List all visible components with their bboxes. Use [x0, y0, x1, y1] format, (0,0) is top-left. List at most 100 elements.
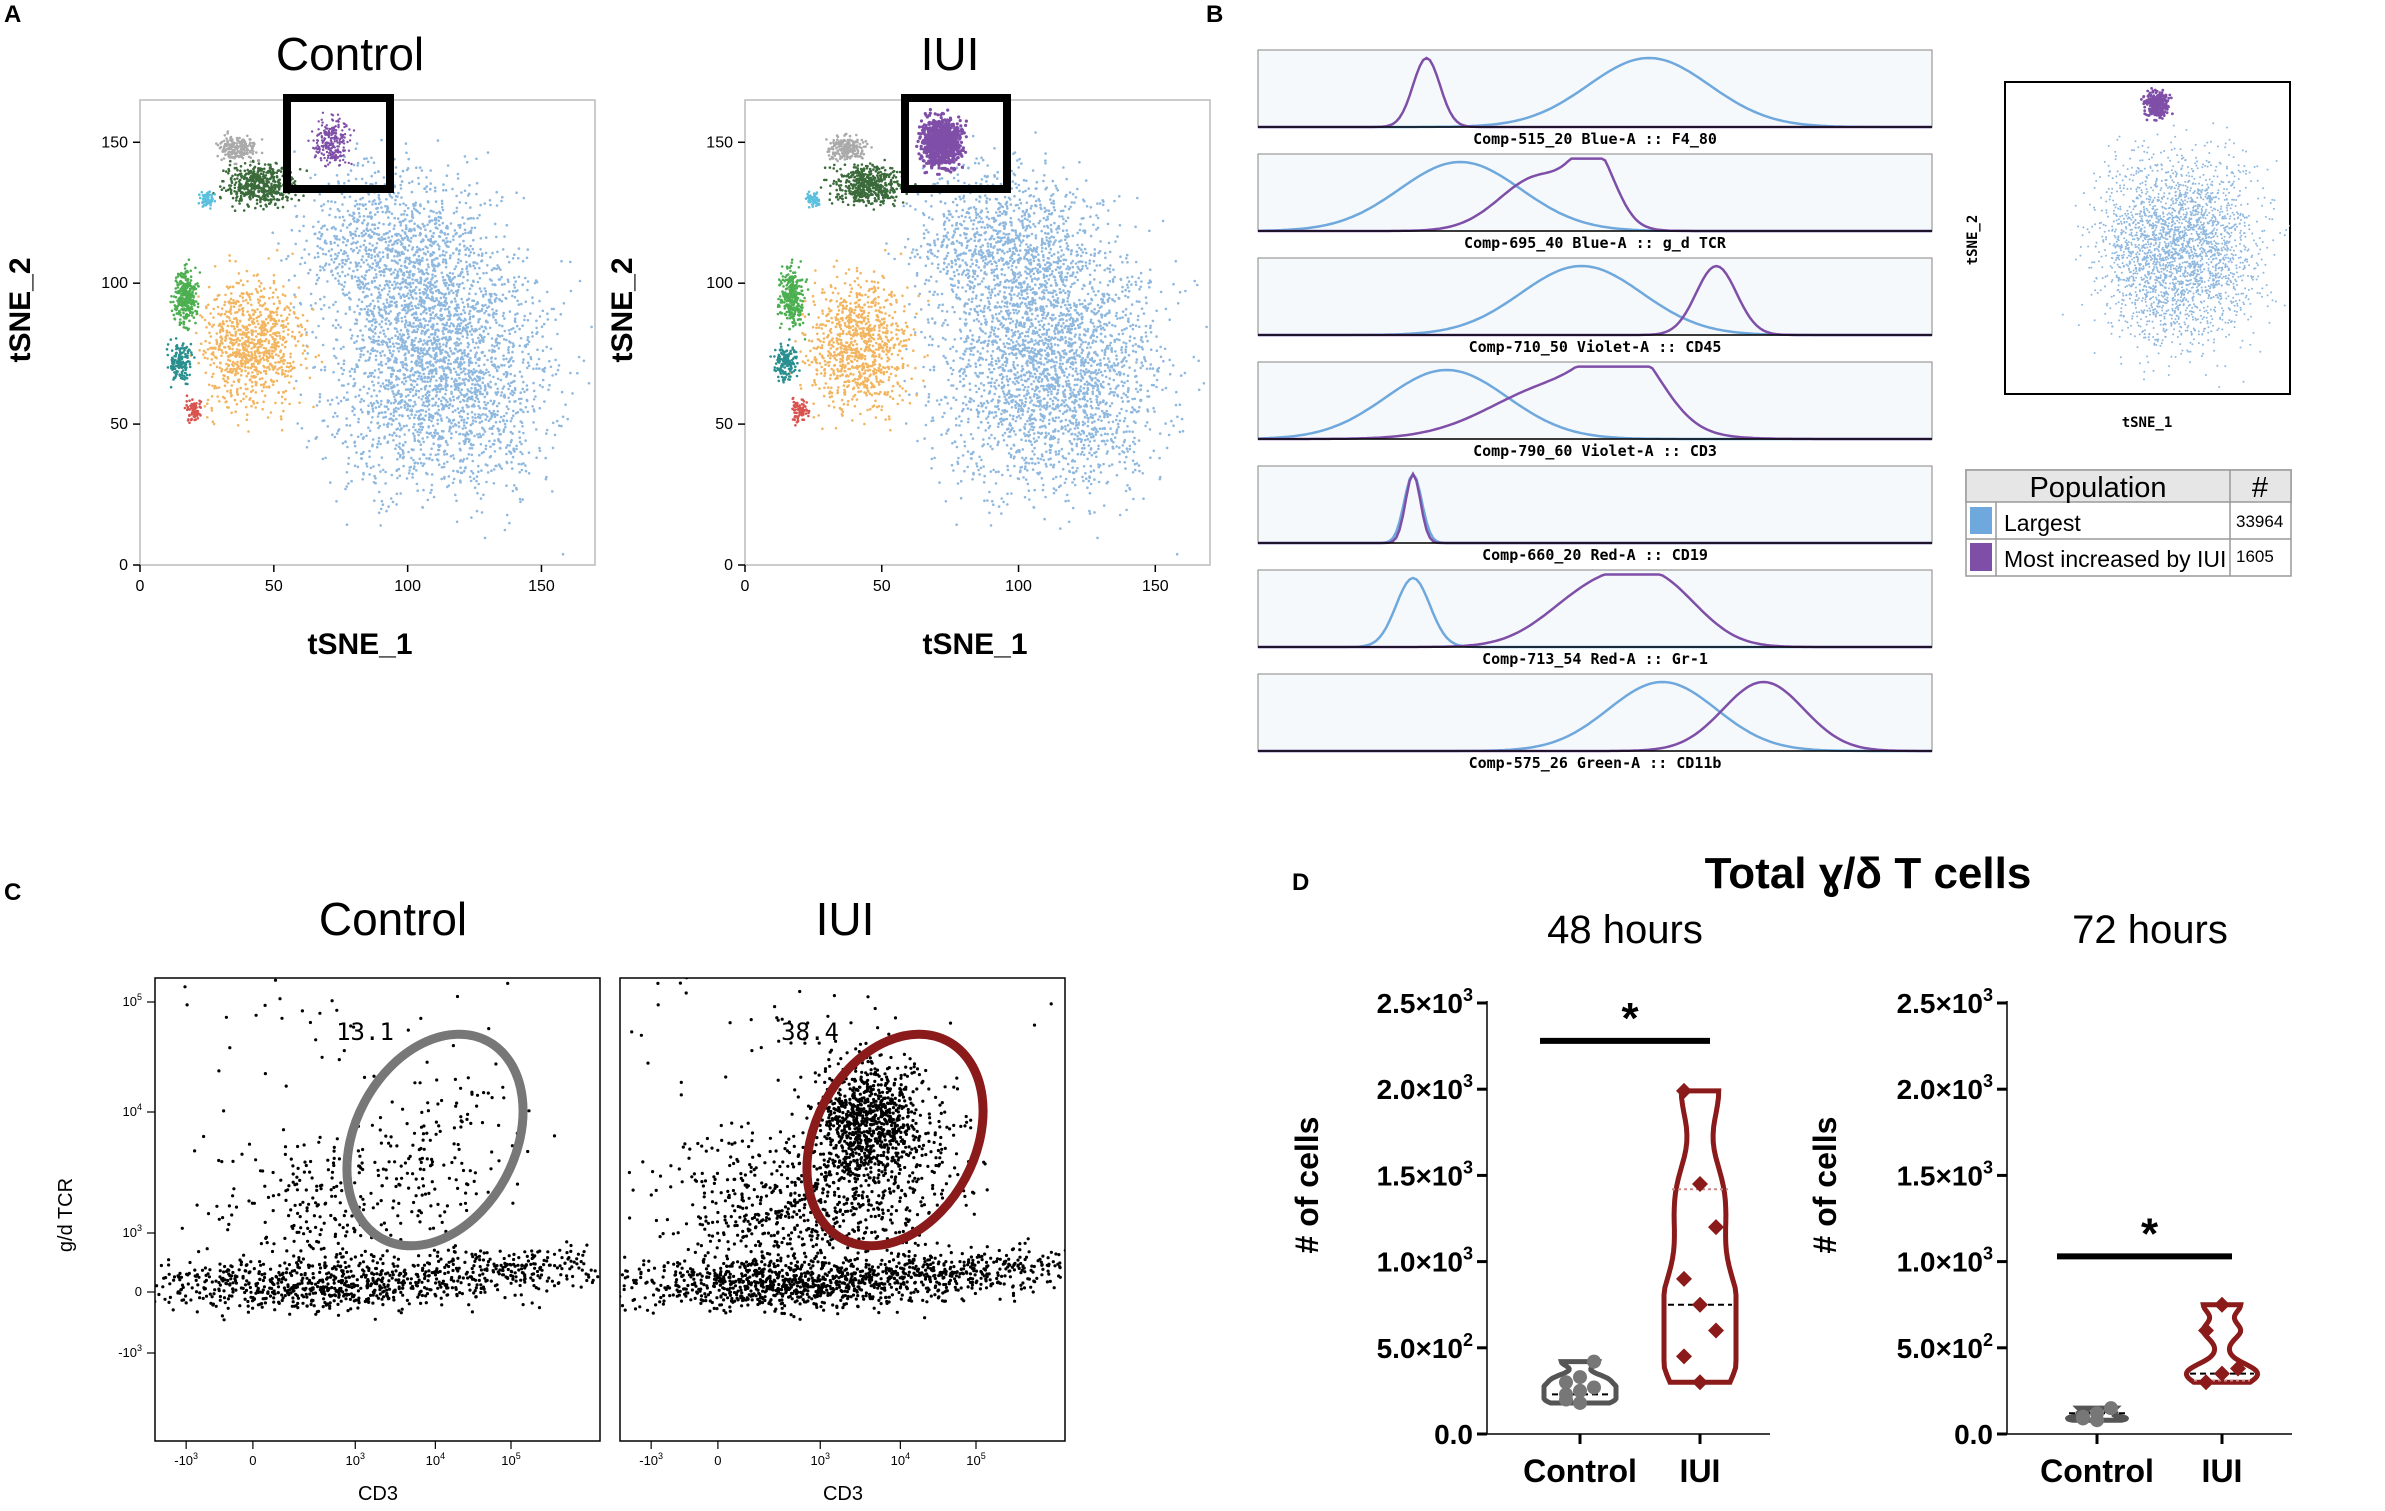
- panel-label-c: C: [4, 879, 21, 906]
- histogram-frame: [1257, 465, 1933, 544]
- iui-point: [2214, 1365, 2230, 1382]
- a2-ytick-label: 50: [715, 416, 733, 433]
- c2-xtick-label: 103: [811, 1451, 830, 1468]
- mini-largest-points: [2061, 122, 2290, 388]
- cluster-red-points: [791, 396, 811, 427]
- mini-tsne-points: [2061, 87, 2290, 388]
- d2-ytick-label: 2.5×103: [1897, 985, 1993, 1019]
- row-largest-count: 33964: [2236, 512, 2283, 531]
- panel-d: Total ɣ/δ T cells 48 hours 72 hours 2.5×…: [1289, 849, 2292, 1489]
- flow-dots: [155, 978, 600, 1322]
- c-title-iui: IUI: [816, 893, 875, 945]
- histogram-label: Comp-790_60 Violet-A :: CD3: [1473, 442, 1717, 460]
- d2-category-label: Control: [2040, 1453, 2154, 1489]
- d1-ytick-label: 2.5×103: [1377, 985, 1473, 1019]
- cluster-largest-points: [903, 180, 1208, 556]
- cluster-largest-points: [295, 174, 593, 556]
- cluster-teal-points: [165, 337, 196, 389]
- row-increased-count: 1605: [2236, 547, 2274, 566]
- c-ytick-label: 105: [123, 992, 142, 1009]
- iui-point: [1676, 1270, 1692, 1287]
- c1-frame: [154, 977, 601, 1442]
- c1-gate: [342, 1029, 528, 1251]
- a1-xlabel: tSNE_1: [307, 628, 412, 661]
- histogram-6: Comp-713_54 Red-A :: Gr-1: [1257, 569, 1933, 668]
- a1-points: [165, 111, 593, 556]
- control-point: [1573, 1383, 1587, 1398]
- mini-ylabel: tSNE_2: [1965, 215, 1981, 266]
- c2-xtick-label: 0: [714, 1453, 721, 1468]
- c-ylabel: g/d TCR: [55, 1178, 77, 1252]
- d2-category-label: IUI: [2202, 1453, 2243, 1489]
- d2-ytick-label: 5.0×102: [1897, 1330, 1993, 1364]
- iui-point: [1676, 1348, 1692, 1365]
- cluster-cyan-points: [804, 190, 821, 209]
- c-ytick-label: 104: [123, 1102, 142, 1119]
- a1-xtick-label: 100: [394, 578, 421, 595]
- a1-highlight-box: [283, 94, 394, 193]
- tsne-plot-control: 0 50 100 150 0 50 100 150 tSNE_2 tSNE_1: [4, 94, 596, 661]
- d1-ylabel: # of cells: [1289, 1117, 1325, 1254]
- histogram-frame: [1257, 49, 1933, 128]
- a2-points: [769, 108, 1208, 556]
- mini-xlabel: tSNE_1: [2122, 415, 2173, 431]
- table-header-count: #: [2252, 472, 2268, 504]
- c1-xtick-label: 0: [249, 1453, 256, 1468]
- a2-frame: [744, 99, 1211, 566]
- significance-star: *: [2141, 1209, 2159, 1258]
- a2-highlight-box: [901, 94, 1011, 193]
- cluster-gray-points: [215, 130, 264, 166]
- histogram-label: Comp-713_54 Red-A :: Gr-1: [1482, 650, 1708, 668]
- cluster-darkgreen-points: [819, 155, 919, 211]
- mini-tsne: tSNE_2 tSNE_1: [1965, 81, 2291, 431]
- iui-point: [2230, 1360, 2246, 1377]
- histogram-frame: [1257, 673, 1933, 752]
- d1-category-label: Control: [1523, 1453, 1637, 1489]
- a1-xtick-label: 150: [528, 578, 555, 595]
- c2-xtick-label: 104: [891, 1451, 910, 1468]
- cluster-largest-upper-points: [271, 138, 520, 347]
- a2-xtick-label: 100: [1005, 578, 1032, 595]
- d2-ytick-label: 1.5×103: [1897, 1157, 1993, 1191]
- a2-ytick-label: 150: [706, 134, 733, 151]
- histogram-frame: [1257, 257, 1933, 336]
- d2-ytick-label: 0.0: [1954, 1419, 1993, 1450]
- iui-point: [1708, 1322, 1724, 1339]
- panel-label-d: D: [1292, 869, 1309, 896]
- a-title-control: Control: [276, 28, 424, 80]
- control-point: [2104, 1401, 2118, 1416]
- d-title-72h: 72 hours: [2072, 908, 2228, 952]
- d1-ytick-label: 1.0×103: [1377, 1244, 1473, 1278]
- control-point: [2076, 1411, 2090, 1426]
- histogram-5: Comp-660_20 Red-A :: CD19: [1257, 465, 1933, 564]
- violin-72h: 2.5×103 2.0×103 1.5×103 1.0×103 5.0×102 0.0 Co…: [1897, 985, 2292, 1489]
- cluster-cyan-points: [197, 190, 217, 210]
- a2-xlabel: tSNE_1: [922, 628, 1027, 661]
- cluster-green-points: [776, 258, 811, 341]
- a2-xtick-label: 0: [741, 578, 750, 595]
- flow-dots: [620, 978, 1065, 1321]
- c2-xtick-label: 105: [966, 1451, 985, 1468]
- c1-xtick-label: -103: [174, 1451, 198, 1468]
- row-increased-name: Most increased by IUI: [2004, 546, 2226, 572]
- d1-ytick-label: 5.0×102: [1377, 1330, 1473, 1364]
- iui-point: [1708, 1219, 1724, 1236]
- iui-point: [2198, 1374, 2214, 1391]
- c1-xtick-label: 104: [426, 1451, 445, 1468]
- histogram-label: Comp-695_40 Blue-A :: g_d TCR: [1464, 234, 1727, 252]
- a2-xtick-label: 150: [1142, 578, 1169, 595]
- a1-ytick-label: 150: [101, 134, 128, 151]
- table-header-row: [1965, 469, 2292, 503]
- c1-gate-value: 13.1: [336, 1018, 394, 1046]
- histogram-label: Comp-710_50 Violet-A :: CD45: [1469, 338, 1722, 356]
- control-point: [1573, 1370, 1587, 1385]
- iui-point: [1692, 1374, 1708, 1391]
- c2-xlabel: CD3: [823, 1483, 863, 1505]
- a-title-iui: IUI: [921, 28, 980, 80]
- c2-xtick-label: -103: [639, 1451, 663, 1468]
- c1-points: [155, 978, 600, 1322]
- d1-category-label: IUI: [1680, 1453, 1721, 1489]
- control-point: [2090, 1413, 2104, 1428]
